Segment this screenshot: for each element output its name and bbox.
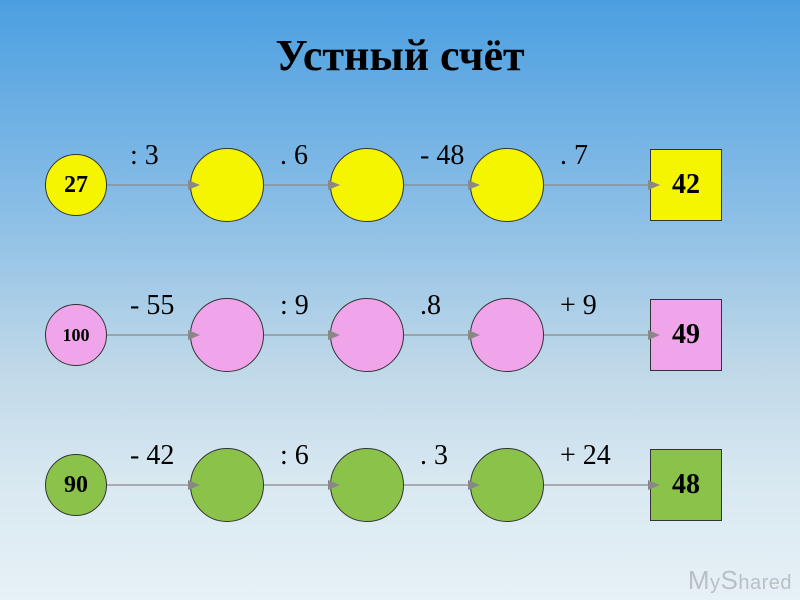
chain-row: 10049- 55: 9.8+ 9	[0, 290, 800, 420]
operation-label: - 48	[420, 140, 464, 172]
operation-label: : 6	[280, 440, 309, 472]
operation-label: : 3	[130, 140, 159, 172]
operation-label: . 6	[280, 140, 308, 172]
start-circle: 100	[45, 304, 107, 366]
operation-label: .8	[420, 290, 441, 322]
operation-label: : 9	[280, 290, 309, 322]
chain-row: 9048- 42: 6. 3+ 24	[0, 440, 800, 570]
slide-canvas: Устный счёт 2742: 3. 6- 48. 710049- 55: …	[0, 0, 800, 600]
operation-label: - 42	[130, 440, 174, 472]
operation-label: - 55	[130, 290, 174, 322]
slide-title: Устный счёт	[0, 30, 800, 81]
operation-label: . 7	[560, 140, 588, 172]
operation-label: . 3	[420, 440, 448, 472]
operation-label: + 24	[560, 440, 611, 472]
operation-label: + 9	[560, 290, 597, 322]
start-circle: 27	[45, 154, 107, 216]
watermark: MyShared	[688, 565, 792, 596]
start-circle: 90	[45, 454, 107, 516]
chain-row: 2742: 3. 6- 48. 7	[0, 140, 800, 270]
